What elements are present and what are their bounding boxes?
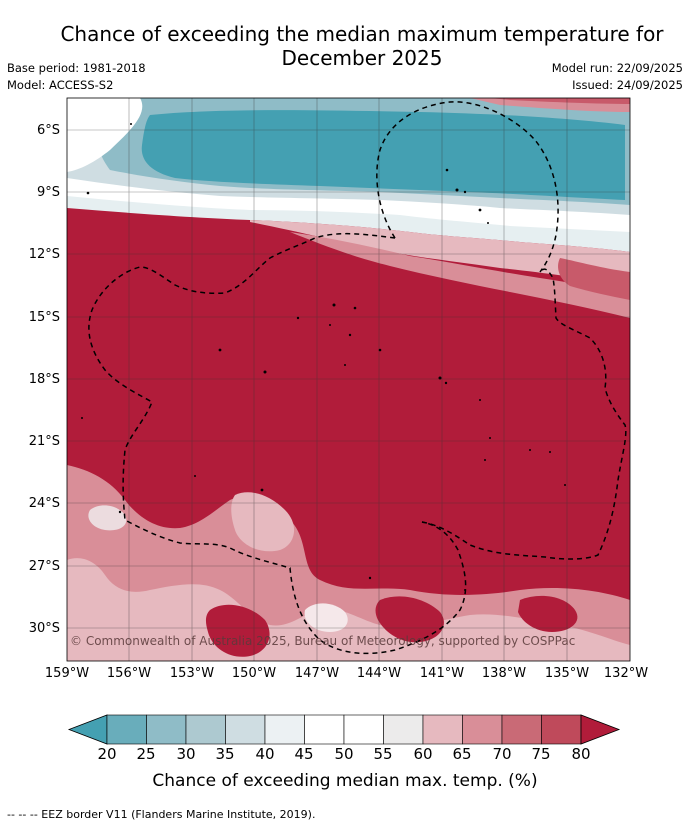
lat-label-27s: 27°S: [28, 559, 60, 574]
colorbar-segment: [185, 714, 226, 745]
south-white-patch: [304, 603, 348, 632]
colorbar-segment: [383, 714, 424, 745]
northeast-deep-pink: [490, 98, 630, 104]
colorbar-extend-low: [67, 714, 108, 745]
chart-title: Chance of exceeding the median maximum t…: [60, 22, 664, 70]
lon-label-138w: 138°W: [481, 666, 527, 681]
map-frame: [66, 97, 631, 662]
lat-label-24s: 24°S: [28, 496, 60, 511]
lon-label-156w: 156°W: [106, 666, 152, 681]
cb-tick-40: 40: [255, 745, 275, 763]
model-name: Model: ACCESS-S2: [7, 78, 114, 92]
lon-label-147w: 147°W: [294, 666, 340, 681]
eez-borders: [88, 101, 627, 655]
cb-tick-80: 80: [571, 745, 591, 763]
map-fill: [67, 98, 630, 661]
lat-label-21s: 21°S: [28, 434, 60, 449]
model-run: Model run: 22/09/2025: [551, 61, 683, 75]
colorbar-segments: [67, 714, 621, 745]
meta-right: Model run: 22/09/2025 Issued: 24/09/2025: [552, 60, 683, 94]
lon-label-135w: 135°W: [544, 666, 590, 681]
lon-label-153w: 153°W: [169, 666, 215, 681]
eez-footer-note: -- -- -- EEZ border V11 (Flanders Marine…: [7, 808, 316, 821]
meta-left: Base period: 1981-2018 Model: ACCESS-S2: [7, 60, 146, 94]
cb-tick-30: 30: [176, 745, 196, 763]
cb-tick-65: 65: [452, 745, 472, 763]
cb-tick-25: 25: [136, 745, 156, 763]
south-west-pale: [88, 505, 127, 531]
lat-label-15s: 15°S: [28, 310, 60, 325]
transition-pink-band: [250, 220, 630, 285]
colorbar-segment: [106, 714, 147, 745]
colorbar-segment: [422, 714, 463, 745]
lon-label-144w: 144°W: [356, 666, 402, 681]
lat-label-12s: 12°S: [28, 247, 60, 262]
eez-border-cook-islands: [88, 232, 467, 655]
colorbar-segment: [462, 714, 503, 745]
colorbar-segment: [146, 714, 187, 745]
copyright-notice: © Commonwealth of Australia 2025, Bureau…: [70, 634, 576, 648]
lat-label-9s: 9°S: [36, 185, 60, 200]
cb-tick-55: 55: [373, 745, 393, 763]
lat-label-6s: 6°S: [36, 123, 60, 138]
cb-tick-60: 60: [413, 745, 433, 763]
cb-tick-75: 75: [531, 745, 551, 763]
south-central-pale: [231, 492, 295, 552]
colorbar-label: Chance of exceeding median max. temp. (%…: [152, 771, 538, 791]
colorbar-extend-high: [580, 714, 621, 745]
lon-label-159w: 159°W: [44, 666, 90, 681]
issued-date: Issued: 24/09/2025: [572, 78, 683, 92]
cb-tick-35: 35: [215, 745, 235, 763]
lon-label-132w: 132°W: [603, 666, 649, 681]
eez-border-french-polynesia: [421, 268, 627, 560]
islands: [81, 123, 566, 591]
lat-label-30s: 30°S: [28, 621, 60, 636]
map-gridlines: [67, 98, 630, 661]
lon-label-150w: 150°W: [231, 666, 277, 681]
south-red-blob-1: [205, 604, 270, 657]
cb-tick-50: 50: [334, 745, 354, 763]
south-red-blob-3: [518, 595, 578, 632]
colorbar-segment: [304, 714, 345, 745]
east-pink-patch: [558, 258, 630, 300]
south-red-blob-2: [375, 596, 444, 643]
cb-tick-45: 45: [294, 745, 314, 763]
colorbar: [67, 714, 621, 745]
northwest-white-patch: [67, 98, 143, 172]
probability-map: [66, 97, 631, 662]
lat-label-18s: 18°S: [28, 372, 60, 387]
south-light-pink: [67, 558, 630, 661]
colorbar-segment: [501, 714, 542, 745]
transition-pink-band-2: [290, 232, 630, 318]
cb-tick-70: 70: [492, 745, 512, 763]
colorbar-segment: [264, 714, 305, 745]
cb-tick-20: 20: [97, 745, 117, 763]
lon-label-141w: 141°W: [419, 666, 465, 681]
colorbar-segment: [225, 714, 266, 745]
colorbar-segment: [541, 714, 582, 745]
base-period: Base period: 1981-2018: [7, 61, 146, 75]
colorbar-segment: [343, 714, 384, 745]
